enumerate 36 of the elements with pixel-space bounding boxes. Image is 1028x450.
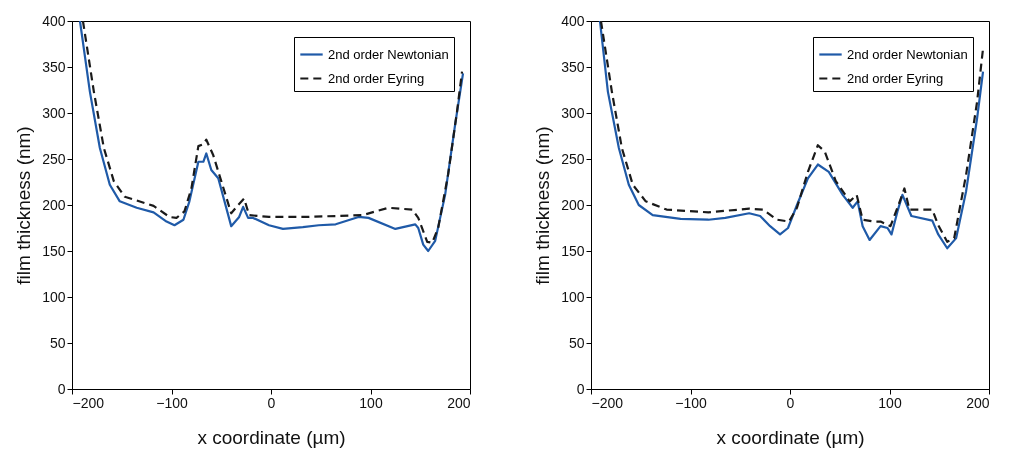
y-tick-label: 250: [561, 150, 585, 167]
y-tick-label: 0: [576, 380, 585, 397]
y-tick-label: 350: [42, 58, 66, 75]
y-tick-label: 50: [568, 334, 585, 351]
x-tick-label: 0: [267, 394, 276, 411]
x-tick-label: 200: [447, 394, 471, 411]
x-tick-label: −100: [675, 394, 707, 411]
y-tick-label: 300: [561, 104, 585, 121]
x-tick-label: 100: [878, 394, 902, 411]
x-axis-title: x coordinate (µm): [716, 426, 865, 448]
y-tick-label: 100: [42, 288, 66, 305]
x-tick-label: −200: [591, 394, 624, 411]
x-tick-label: 0: [786, 394, 795, 411]
y-tick-label: 300: [42, 104, 66, 121]
y-tick-label: 150: [561, 242, 585, 259]
y-axis-title: film thickness (nm): [532, 126, 554, 285]
y-tick-label: 150: [42, 242, 66, 259]
legend-label: 2nd order Newtonian: [328, 46, 449, 62]
x-tick-label: 100: [359, 394, 383, 411]
x-tick-label: 200: [966, 394, 990, 411]
x-tick-label: −200: [72, 394, 105, 411]
legend-label: 2nd order Newtonian: [847, 46, 968, 62]
y-tick-label: 100: [561, 288, 585, 305]
y-tick-label: 200: [561, 196, 585, 213]
x-tick-label: −100: [156, 394, 188, 411]
y-tick-label: 0: [57, 380, 66, 397]
y-tick-label: 400: [561, 12, 585, 29]
y-tick-label: 200: [42, 196, 66, 213]
legend-label: 2nd order Eyring: [847, 70, 944, 86]
y-tick-label: 50: [49, 334, 66, 351]
y-tick-label: 350: [561, 58, 585, 75]
y-axis-title: film thickness (nm): [13, 126, 35, 285]
legend-label: 2nd order Eyring: [328, 70, 425, 86]
x-axis-title: x coordinate (µm): [197, 426, 346, 448]
y-tick-label: 400: [42, 12, 66, 29]
y-tick-label: 250: [42, 150, 66, 167]
